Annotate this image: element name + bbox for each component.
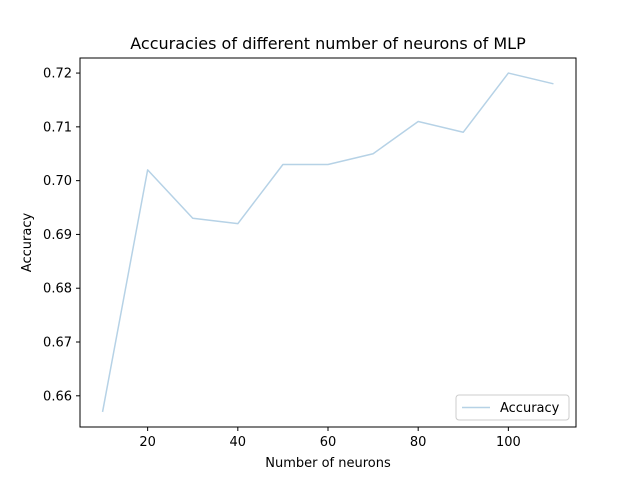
y-tick-label: 0.72	[43, 67, 72, 82]
y-tick-label: 0.66	[43, 389, 72, 404]
y-tick-label: 0.71	[43, 120, 72, 135]
plot-area	[80, 58, 576, 427]
y-axis-label: Accuracy	[20, 213, 35, 273]
y-tick-label: 0.68	[43, 282, 72, 297]
legend-label-accuracy: Accuracy	[500, 401, 560, 416]
x-tick-label: 40	[230, 435, 247, 450]
y-axis-ticks: 0.66 0.67 0.68 0.69 0.70 0.71 0.72	[43, 67, 80, 404]
x-tick-label: 80	[410, 435, 427, 450]
y-tick-label: 0.67	[43, 336, 72, 351]
y-tick-label: 0.70	[43, 174, 72, 189]
series-line-accuracy	[101, 72, 554, 413]
legend: Accuracy	[455, 394, 570, 421]
x-axis-ticks: 20 40 60 80 100	[139, 427, 521, 450]
x-tick-label: 100	[496, 435, 521, 450]
plot-background	[80, 58, 576, 427]
chart-title: Accuracies of different number of neuron…	[130, 34, 526, 53]
series-layer	[101, 72, 554, 413]
y-tick-label: 0.69	[43, 228, 72, 243]
x-tick-label: 20	[139, 435, 156, 450]
legend-box	[455, 394, 570, 421]
x-axis-label: Number of neurons	[265, 456, 391, 471]
x-tick-label: 60	[320, 435, 337, 450]
